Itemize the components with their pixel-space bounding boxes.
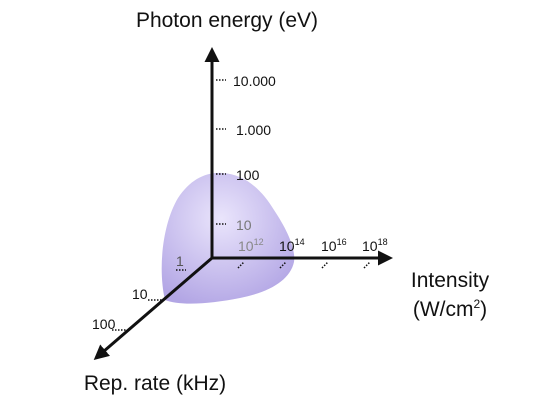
tick-label: 10	[236, 217, 252, 233]
tick-label: 1	[176, 253, 184, 269]
tick-label: 1018	[362, 237, 388, 254]
tick-label: 100	[236, 167, 260, 183]
vertical-axis-label: Photon energy (eV)	[136, 9, 318, 32]
tick	[321, 261, 329, 269]
tick-label: 1.000	[236, 122, 271, 138]
tick-label: 1014	[279, 237, 305, 254]
tick-label: 1012	[238, 237, 264, 254]
horizontal-axis-label: Intensity	[411, 269, 490, 292]
tick-label: 100	[92, 316, 116, 332]
tick-label: 1016	[321, 237, 347, 254]
tick	[363, 261, 371, 269]
tick	[279, 261, 287, 269]
tick-label: 10	[132, 286, 148, 302]
diagonal-axis-label: Rep. rate (kHz)	[84, 372, 226, 395]
horizontal-axis-unit: (W/cm2)	[413, 297, 487, 321]
tick	[237, 261, 245, 269]
diagonal-axis	[93, 256, 213, 360]
tick-label: 10.000	[233, 73, 276, 89]
